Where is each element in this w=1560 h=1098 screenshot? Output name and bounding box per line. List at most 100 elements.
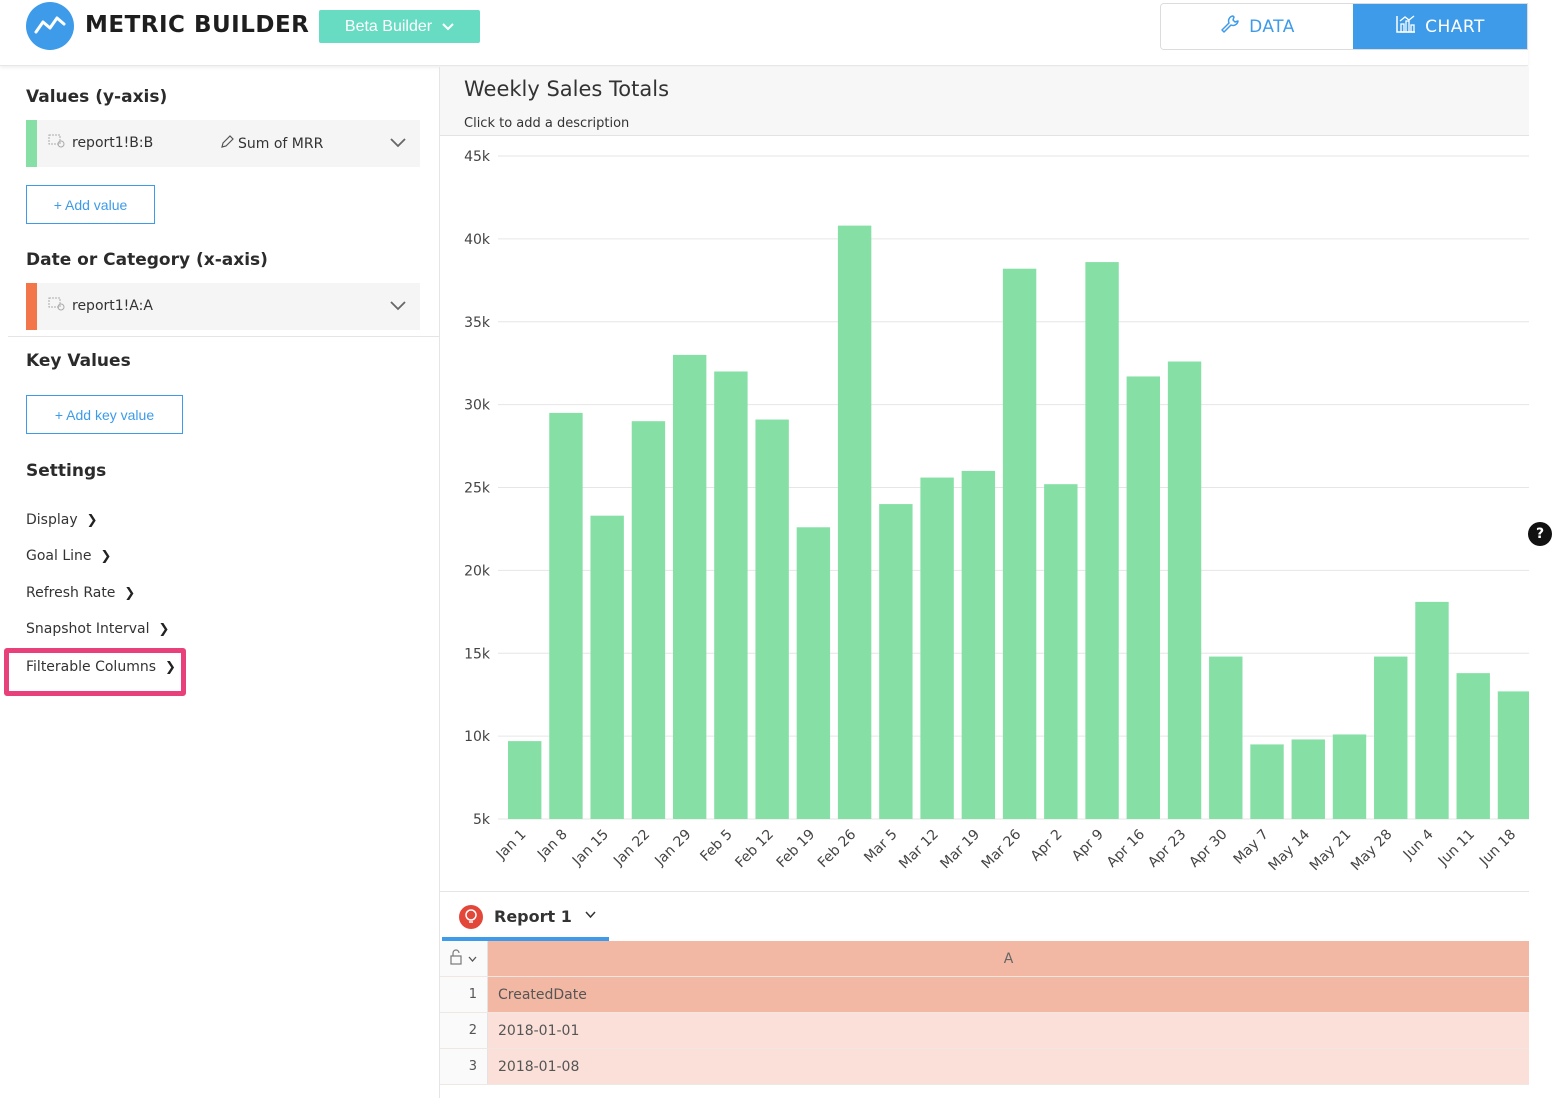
chevron-right-icon: ❯ — [124, 585, 136, 601]
chevron-down-icon[interactable] — [388, 132, 408, 156]
bar[interactable] — [1167, 361, 1202, 819]
chevron-down-icon — [468, 951, 477, 966]
y-tick-label: 40k — [464, 232, 491, 248]
settings-item-display[interactable]: Display ❯ — [26, 512, 98, 528]
top-bar: METRIC BUILDER Beta Builder DATA CHART — [0, 0, 1528, 66]
x-tick-label: Mar 26 — [979, 826, 1025, 872]
bar[interactable] — [590, 515, 624, 819]
bar[interactable] — [508, 741, 542, 819]
bar[interactable] — [1002, 268, 1037, 819]
y-tick-label: 15k — [464, 646, 491, 662]
bar[interactable] — [549, 412, 583, 819]
x-tick-label: Apr 23 — [1145, 827, 1189, 871]
x-tick-label: Jun 11 — [1435, 827, 1478, 870]
y-tick-label: 25k — [464, 481, 491, 497]
y-tick-label: 5k — [473, 812, 491, 828]
chart-description[interactable]: Click to add a description — [464, 116, 630, 131]
settings-item-filterable-columns[interactable]: Filterable Columns ❯ — [26, 659, 176, 675]
chart-tab-button[interactable]: CHART — [1352, 4, 1527, 49]
lightbulb-icon — [459, 905, 483, 929]
table-row: 1 CreatedDate — [440, 977, 1529, 1013]
column-header-row: A — [440, 941, 1529, 977]
x-tick-label: Jan 8 — [534, 827, 571, 864]
bar[interactable] — [1126, 376, 1161, 819]
x-tick-label: Jun 18 — [1476, 827, 1519, 870]
bar[interactable] — [1374, 656, 1408, 819]
value-field-row[interactable]: report1!B:B Sum of MRR — [26, 120, 420, 167]
report-tab-label: Report 1 — [494, 907, 572, 926]
x-tick-label: Apr 30 — [1186, 827, 1230, 871]
aggregation-label-button[interactable]: Sum of MRR — [220, 135, 323, 153]
bar[interactable] — [1209, 656, 1243, 819]
settings-item-label: Snapshot Interval — [26, 621, 150, 637]
add-key-value-button[interactable]: + Add key value — [26, 395, 183, 434]
bar[interactable] — [961, 470, 996, 819]
x-tick-label: May 14 — [1266, 826, 1314, 874]
x-tick-label: Feb 12 — [732, 827, 777, 872]
category-field-ref: report1!A:A — [72, 298, 153, 314]
data-tab-button[interactable]: DATA — [1161, 4, 1353, 49]
settings-item-label: Goal Line — [26, 548, 92, 564]
bar[interactable] — [714, 371, 748, 819]
spreadsheet-range-icon — [48, 297, 66, 315]
bar[interactable] — [837, 225, 872, 819]
row-number: 1 — [440, 977, 488, 1012]
report-tab-strip-border — [440, 891, 1529, 892]
report-tab[interactable]: Report 1 — [442, 893, 609, 941]
table-cell[interactable]: 2018-01-01 — [488, 1013, 1529, 1048]
category-field-row[interactable]: report1!A:A — [26, 283, 420, 330]
settings-item-goal-line[interactable]: Goal Line ❯ — [26, 548, 111, 564]
section-divider — [8, 336, 439, 337]
settings-item-refresh-rate[interactable]: Refresh Rate ❯ — [26, 585, 135, 601]
bar[interactable] — [1250, 744, 1284, 819]
settings-item-label: Refresh Rate — [26, 585, 116, 601]
chart-header: Weekly Sales Totals Click to add a descr… — [440, 67, 1529, 136]
bar[interactable] — [631, 421, 666, 819]
x-tick-label: Jan 22 — [610, 827, 653, 870]
lock-menu-button[interactable] — [440, 941, 488, 976]
chevron-down-icon[interactable] — [388, 295, 408, 319]
bar[interactable] — [1291, 739, 1325, 819]
chart-title[interactable]: Weekly Sales Totals — [464, 77, 670, 101]
bar[interactable] — [1497, 691, 1529, 819]
highlight-box — [4, 648, 186, 696]
x-tick-label: Mar 19 — [937, 827, 983, 873]
chart-tab-label: CHART — [1425, 16, 1485, 37]
x-tick-label: Mar 5 — [861, 827, 900, 866]
category-section-title: Date or Category (x-axis) — [26, 250, 268, 270]
bar[interactable] — [1456, 673, 1490, 819]
mode-toggle: DATA CHART — [1160, 3, 1528, 50]
chevron-down-icon[interactable] — [585, 909, 596, 922]
settings-item-snapshot-interval[interactable]: Snapshot Interval ❯ — [26, 621, 169, 637]
add-value-button[interactable]: + Add value — [26, 185, 155, 224]
bar[interactable] — [796, 527, 831, 819]
app-title: METRIC BUILDER — [85, 12, 310, 38]
x-tick-label: Apr 9 — [1069, 827, 1107, 865]
chevron-right-icon: ❯ — [86, 512, 98, 528]
bar[interactable] — [920, 477, 954, 819]
bar[interactable] — [672, 354, 707, 819]
bar[interactable] — [1415, 601, 1449, 819]
bar[interactable] — [1085, 262, 1119, 819]
column-header-a[interactable]: A — [488, 941, 1529, 976]
x-tick-label: Apr 16 — [1104, 826, 1148, 870]
row-number: 2 — [440, 1013, 488, 1048]
builder-select-label: Beta Builder — [344, 17, 433, 35]
y-tick-label: 35k — [464, 315, 491, 331]
y-tick-label: 20k — [464, 563, 491, 579]
table-cell[interactable]: 2018-01-08 — [488, 1049, 1529, 1084]
settings-item-label: Display — [26, 512, 78, 528]
builder-select-button[interactable]: Beta Builder — [319, 10, 480, 43]
bar[interactable] — [755, 419, 789, 819]
bar[interactable] — [1332, 734, 1367, 819]
bar[interactable] — [1044, 484, 1078, 819]
bar[interactable] — [879, 504, 913, 819]
table-cell[interactable]: CreatedDate — [488, 977, 1529, 1012]
row-number: 3 — [440, 1049, 488, 1084]
y-tick-label: 30k — [464, 398, 491, 414]
y-tick-label: 10k — [464, 729, 491, 745]
x-tick-label: May 28 — [1348, 827, 1396, 875]
x-tick-label: Feb 26 — [815, 826, 860, 871]
builder-sidebar: Values (y-axis) report1!B:B Sum of MRR +… — [4, 67, 439, 1098]
